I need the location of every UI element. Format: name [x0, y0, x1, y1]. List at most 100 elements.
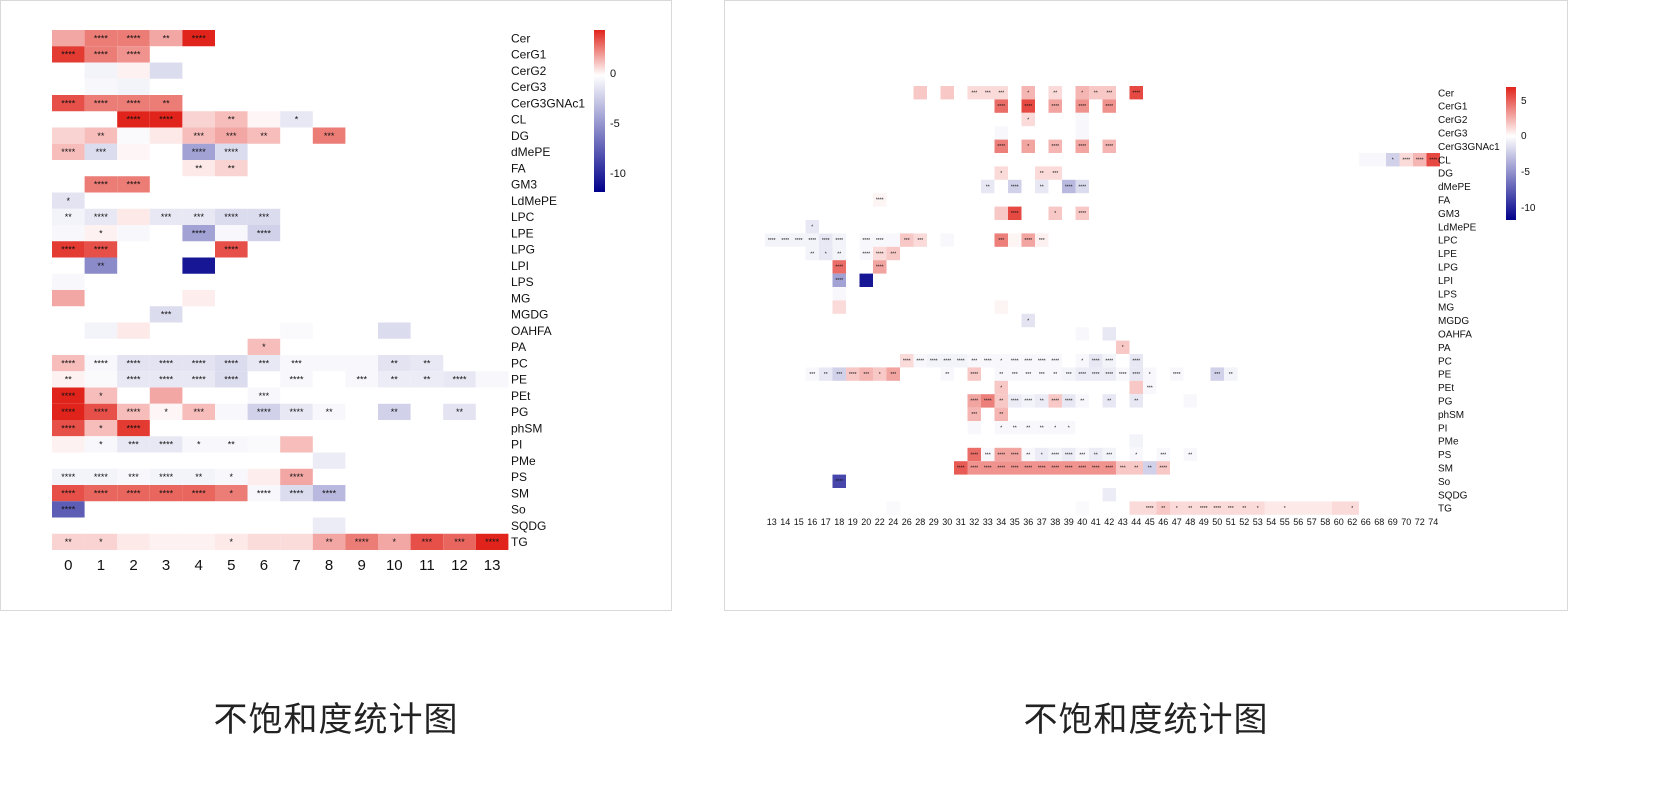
y-tick-label: LPG: [511, 243, 535, 257]
y-tick-label: LPI: [511, 259, 529, 273]
significance-label: ****: [1092, 372, 1100, 378]
heatmap-cell: [940, 354, 954, 368]
heatmap-cell: [84, 95, 118, 112]
significance-label: ***: [161, 310, 172, 320]
significance-label: ***: [971, 90, 977, 96]
heatmap-cell: [1035, 354, 1049, 368]
heatmap-cell: [1386, 153, 1400, 167]
heatmap-cell: [967, 354, 981, 368]
heatmap-cell: [859, 367, 873, 381]
significance-label: ****: [192, 147, 207, 157]
x-tick-label: 28: [915, 517, 925, 527]
significance-label: ****: [94, 488, 109, 498]
x-tick-label: 41: [1091, 517, 1101, 527]
significance-label: ****: [835, 265, 843, 271]
x-tick-label: 68: [1374, 517, 1384, 527]
significance-label: **: [999, 399, 1003, 405]
significance-label: ****: [61, 423, 76, 433]
x-tick-label: 36: [1023, 517, 1033, 527]
significance-label: ****: [1038, 358, 1046, 364]
x-tick-label: 9: [358, 557, 366, 574]
heatmap-cell: [1075, 354, 1089, 368]
y-tick-label: OAHFA: [1438, 330, 1472, 341]
y-tick-label: LPS: [511, 275, 534, 289]
heatmap-cell: [1008, 447, 1022, 462]
significance-label: ****: [192, 228, 207, 238]
heatmap-cell: [832, 273, 846, 287]
y-tick-label: FA: [511, 161, 526, 175]
x-tick-label: 46: [1158, 517, 1168, 527]
significance-label: ****: [876, 265, 884, 271]
y-tick-label: SM: [511, 486, 529, 500]
heatmap-cell: [52, 273, 85, 290]
heatmap-cell: [378, 403, 411, 420]
heatmap-cell: [1129, 86, 1143, 100]
significance-label: ****: [1065, 466, 1073, 472]
heatmap-cell: [247, 208, 281, 225]
significance-label: ****: [1105, 372, 1113, 378]
heatmap-cell: [215, 208, 248, 225]
significance-label: *: [99, 440, 103, 450]
heatmap-cell: [1224, 367, 1238, 381]
heatmap-cell: [1048, 166, 1062, 180]
heatmap-cell: [913, 354, 927, 368]
significance-label: ****: [94, 245, 109, 255]
heatmap-cell: [1008, 367, 1022, 381]
significance-label: *: [1068, 425, 1070, 431]
x-tick-label: 17: [821, 517, 831, 527]
heatmap-cell: [182, 290, 215, 307]
y-tick-label: PE: [1438, 370, 1452, 381]
heatmap-cell: [1089, 461, 1103, 475]
heatmap-cell: [117, 176, 150, 193]
significance-label: *: [1122, 345, 1124, 351]
heatmap-cell: [1048, 461, 1062, 475]
significance-label: ****: [1078, 372, 1086, 378]
heatmap-cell: [52, 241, 85, 258]
y-tick-label: PMe: [1438, 437, 1459, 448]
y-tick-label: GM3: [511, 178, 537, 192]
significance-label: ****: [1011, 358, 1019, 364]
significance-label: ***: [985, 452, 991, 458]
significance-label: ****: [849, 372, 857, 378]
heatmap-cell: [1089, 86, 1103, 100]
heatmap-cell: [859, 233, 873, 247]
colorbar-tick-label: -10: [610, 168, 626, 180]
y-tick-label: PS: [511, 470, 527, 484]
heatmap-cell: [52, 290, 85, 307]
significance-label: ****: [224, 147, 239, 157]
x-tick-label: 72: [1415, 517, 1425, 527]
heatmap-cell: [1129, 461, 1143, 475]
significance-label: ****: [970, 466, 978, 472]
significance-label: **: [986, 184, 990, 190]
colorbar-tick-label: 0: [1521, 131, 1527, 142]
significance-label: ****: [1065, 452, 1073, 458]
heatmap-cell: [149, 30, 183, 47]
significance-label: *: [197, 440, 201, 450]
heatmap-cell: [84, 257, 118, 274]
heatmap-cell: [819, 367, 833, 381]
heatmap-cell: [1116, 461, 1130, 475]
significance-label: ***: [96, 147, 107, 157]
significance-label: **: [1134, 466, 1138, 472]
significance-label: ****: [452, 375, 467, 385]
heatmap-cell: [247, 533, 281, 550]
significance-label: ****: [1105, 466, 1113, 472]
x-tick-label: 8: [325, 557, 333, 574]
heatmap-cell: [1143, 501, 1157, 515]
significance-label: *: [393, 537, 397, 547]
y-tick-label: PC: [511, 356, 528, 370]
x-tick-label: 69: [1388, 517, 1398, 527]
significance-label: ***: [324, 131, 335, 141]
significance-label: ****: [126, 407, 141, 417]
heatmap-cell: [312, 533, 346, 550]
heatmap-chart-right: *** *** *** * ** * ** *** ******** **** **** **** **…: [765, 86, 1536, 527]
significance-label: ***: [291, 358, 302, 368]
y-tick-label: LPE: [511, 226, 534, 240]
heatmap-cell: [52, 485, 85, 502]
heatmap-cell: [1021, 112, 1035, 127]
heatmap-cell: [117, 533, 150, 550]
heatmap-cell: [117, 420, 150, 437]
heatmap-cell: [247, 111, 281, 128]
significance-label: ****: [835, 238, 843, 244]
significance-label: ****: [94, 472, 109, 482]
